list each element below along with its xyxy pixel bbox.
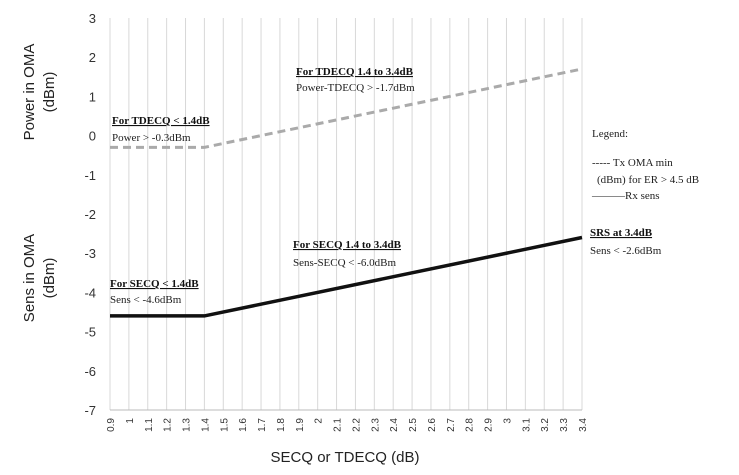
x-tick-label-4: 1.3 xyxy=(182,418,193,432)
annotation-secq-range-text: Sens-SECQ < -6.0dBm xyxy=(293,257,397,269)
x-tick-label-6: 1.5 xyxy=(219,418,230,432)
x-tick-label-15: 2.4 xyxy=(389,418,400,432)
annotation-tdecq-range-title: For TDECQ 1.4 to 3.4dB xyxy=(296,66,414,78)
y-tick-label-10: -7 xyxy=(84,403,96,418)
x-tick-label-13: 2.2 xyxy=(351,418,362,432)
x-tick-label-1: 1 xyxy=(125,418,136,424)
y-tick-label-9: -6 xyxy=(84,364,96,379)
y-tick-label-2: 1 xyxy=(89,89,96,104)
x-tick-label-23: 3.2 xyxy=(540,418,551,432)
y-tick-label-8: -5 xyxy=(84,325,96,340)
y-tick-label-1: 2 xyxy=(89,50,96,65)
legend-rx-sens: ———Rx sens xyxy=(591,190,660,202)
y-axis-title-bottom: Sens in OMA (dBm) xyxy=(21,234,58,322)
x-tick-label-8: 1.7 xyxy=(257,418,268,432)
x-tick-label-17: 2.6 xyxy=(427,418,438,432)
x-tick-label-25: 3.4 xyxy=(578,418,589,432)
x-tick-label-21: 3 xyxy=(502,418,513,424)
x-tick-label-3: 1.2 xyxy=(163,418,174,432)
gridlines xyxy=(109,18,583,411)
y-axis-title-top-line1: Power in OMA xyxy=(21,44,38,141)
x-tick-label-0: 0.9 xyxy=(106,418,117,432)
y-tick-label-6: -3 xyxy=(84,246,96,261)
y-tick-label-4: -1 xyxy=(84,168,96,183)
y-tick-label-0: 3 xyxy=(89,11,96,26)
x-axis-title: SECQ or TDECQ (dB) xyxy=(271,449,420,466)
legend-title: Legend: xyxy=(592,128,628,140)
y-axis-title-bottom-line1: Sens in OMA xyxy=(21,234,38,322)
x-tick-label-14: 2.3 xyxy=(370,418,381,432)
x-tick-label-5: 1.4 xyxy=(200,418,211,432)
x-tick-label-22: 3.1 xyxy=(521,418,532,432)
x-tick-label-16: 2.5 xyxy=(408,418,419,432)
x-tick-label-10: 1.9 xyxy=(295,418,306,432)
legend-tx-oma: ----- Tx OMA min xyxy=(592,157,673,169)
x-tick-label-9: 1.8 xyxy=(276,418,287,432)
annotation-srs-text: Sens < -2.6dBm xyxy=(590,245,662,257)
x-tick-label-20: 2.9 xyxy=(484,418,495,432)
x-tick-label-18: 2.7 xyxy=(446,418,457,432)
y-tick-label-3: 0 xyxy=(89,129,96,144)
x-tick-label-2: 1.1 xyxy=(144,418,155,432)
x-tick-label-11: 2 xyxy=(314,418,325,424)
series-line-tx-oma xyxy=(110,67,583,149)
legend: Legend: ----- Tx OMA min (dBm) for ER > … xyxy=(591,128,699,202)
y-tick-label-5: -2 xyxy=(84,207,96,222)
x-tick-label-24: 3.3 xyxy=(559,418,570,432)
annotation-secq-low-text: Sens < -4.6dBm xyxy=(110,294,182,306)
annotation-tdecq-range-text: Power-TDECQ > -1.7dBm xyxy=(296,82,415,94)
annotation-srs-title: SRS at 3.4dB xyxy=(590,227,653,239)
y-axis-title-top: Power in OMA (dBm) xyxy=(21,44,58,141)
y-axis-title-bottom-line2: (dBm) xyxy=(41,258,58,299)
series-line-rx-sens xyxy=(110,235,583,318)
y-tick-label-7: -4 xyxy=(84,285,96,300)
x-tick-label-7: 1.6 xyxy=(238,418,249,432)
annotation-secq-range-title: For SECQ 1.4 to 3.4dB xyxy=(293,239,402,251)
annotation-tdecq-low-title: For TDECQ < 1.4dB xyxy=(112,115,210,127)
x-tick-label-12: 2.1 xyxy=(333,418,344,432)
legend-tx-oma-er: (dBm) for ER > 4.5 dB xyxy=(597,174,699,186)
x-tick-label-19: 2.8 xyxy=(465,418,476,432)
series-lines xyxy=(110,67,583,318)
y-tick-labels: 3 2 1 0 -1 -2 -3 -4 -5 -6 -7 xyxy=(84,11,96,418)
y-axis-title-top-line2: (dBm) xyxy=(41,72,58,113)
annotation-tdecq-low-text: Power > -0.3dBm xyxy=(112,132,191,144)
x-tick-labels: 0.9 1 1.1 1.2 1.3 1.4 1.5 1.6 1.7 1.8 1.9 2 2.1 2.2 2.… xyxy=(106,418,589,432)
annotation-secq-low-title: For SECQ < 1.4dB xyxy=(110,278,199,290)
